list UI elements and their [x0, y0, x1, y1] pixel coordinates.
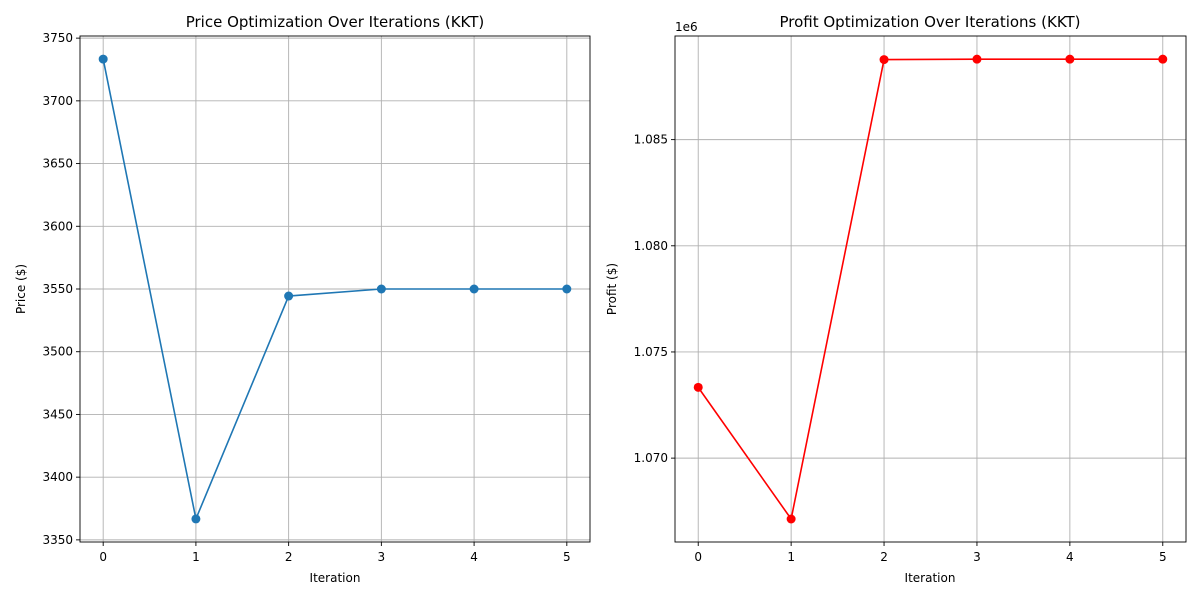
price-x-tick-label: 2	[285, 550, 293, 564]
profit-chart-title: Profit Optimization Over Iterations (KKT…	[779, 13, 1080, 31]
profit-chart: Profit Optimization Over Iterations (KKT…	[605, 13, 1187, 585]
profit-data-point	[786, 514, 796, 524]
price-chart-title: Price Optimization Over Iterations (KKT)	[186, 13, 485, 31]
price-chart: Price Optimization Over Iterations (KKT)…	[14, 13, 591, 585]
profit-chart-xlabel: Iteration	[905, 571, 956, 585]
profit-y-tick-label: 1.075	[634, 345, 668, 359]
profit-y-tick-label: 1.080	[634, 239, 668, 253]
profit-chart-offset-text: 1e6	[675, 20, 698, 34]
profit-x-tick-label: 5	[1159, 550, 1167, 564]
price-x-tick-label: 1	[192, 550, 200, 564]
price-data-point	[376, 284, 386, 294]
profit-y-tick-label: 1.085	[634, 133, 668, 147]
profit-data-point	[693, 382, 703, 392]
price-y-tick-label: 3700	[42, 94, 73, 108]
price-y-tick-label: 3450	[42, 407, 73, 421]
price-y-tick-label: 3400	[42, 470, 73, 484]
profit-data-point	[972, 54, 982, 64]
price-y-tick-label: 3600	[42, 219, 73, 233]
profit-chart-series	[693, 54, 1168, 524]
price-y-tick-label: 3550	[42, 282, 73, 296]
price-chart-frame	[79, 35, 591, 543]
price-data-point	[562, 284, 572, 294]
profit-chart-ylabel: Profit ($)	[605, 263, 619, 315]
price-y-tick-label: 3500	[42, 345, 73, 359]
price-data-point	[284, 291, 294, 301]
profit-x-tick-label: 1	[787, 550, 795, 564]
price-y-tick-label: 3650	[42, 157, 73, 171]
profit-data-point	[879, 55, 889, 65]
price-data-point	[469, 284, 479, 294]
price-chart-ylabel: Price ($)	[14, 264, 28, 314]
profit-y-tick-label: 1.070	[634, 451, 668, 465]
profit-x-tick-label: 0	[694, 550, 702, 564]
price-x-tick-label: 5	[563, 550, 571, 564]
price-x-tick-label: 4	[470, 550, 478, 564]
profit-x-tick-label: 3	[973, 550, 981, 564]
profit-x-tick-label: 2	[880, 550, 888, 564]
price-y-tick-label: 3750	[42, 31, 73, 45]
profit-chart-grid	[675, 36, 1186, 542]
price-chart-xlabel: Iteration	[310, 571, 361, 585]
profit-chart-ticks: 0 1 2 3 4 5 1.070 1.075 1.080 1.085	[634, 133, 1167, 564]
profit-data-point	[1065, 54, 1075, 64]
profit-series-line	[697, 58, 1163, 521]
price-series-line	[102, 58, 567, 522]
profit-x-tick-label: 4	[1066, 550, 1074, 564]
price-chart-ticks: 0 1 2 3 4 5 3350 3400 3450 3500 3550 3600 3650 3700 37…	[42, 31, 570, 564]
price-y-tick-label: 3350	[42, 533, 73, 547]
profit-data-point	[1158, 54, 1168, 64]
profit-chart-frame	[674, 35, 1187, 543]
price-chart-series	[98, 54, 572, 524]
price-x-tick-label: 0	[99, 550, 107, 564]
price-x-tick-label: 3	[378, 550, 386, 564]
price-data-point	[191, 514, 201, 524]
price-data-point	[98, 54, 108, 64]
